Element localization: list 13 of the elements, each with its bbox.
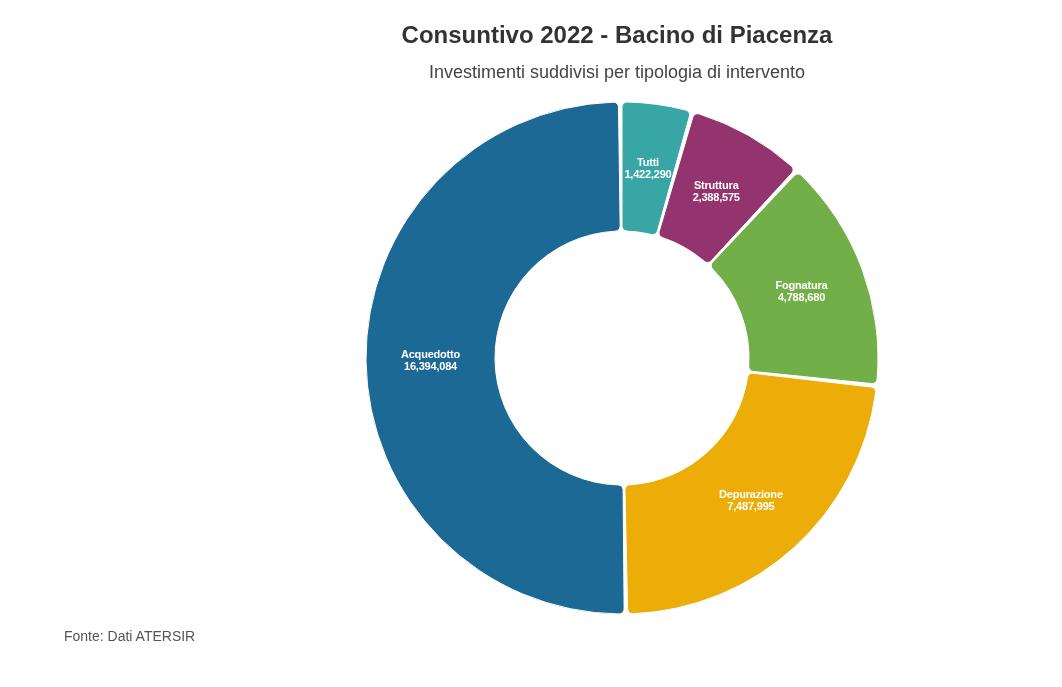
chart-subtitle: Investimenti suddivisi per tipologia di intervento [427, 61, 807, 84]
slice-label: Fognatura [775, 279, 829, 292]
data-label: 1,422,290 [624, 168, 672, 181]
slice-label: Acquedotto [400, 348, 461, 361]
slice-label: Struttura [693, 179, 740, 192]
data-label: 4,788,680 [777, 291, 826, 304]
data-label: 2,388,575 [692, 191, 740, 204]
slice-label: Tutti [636, 156, 660, 169]
data-label: 7,487,995 [727, 499, 775, 512]
source-note: Fonte: Dati ATERSIR [64, 627, 196, 646]
data-label: 16,394,084 [403, 360, 459, 373]
chart-title: Consuntivo 2022 - Bacino di Piacenza [400, 20, 834, 50]
slice-label: Depurazione [719, 487, 783, 500]
